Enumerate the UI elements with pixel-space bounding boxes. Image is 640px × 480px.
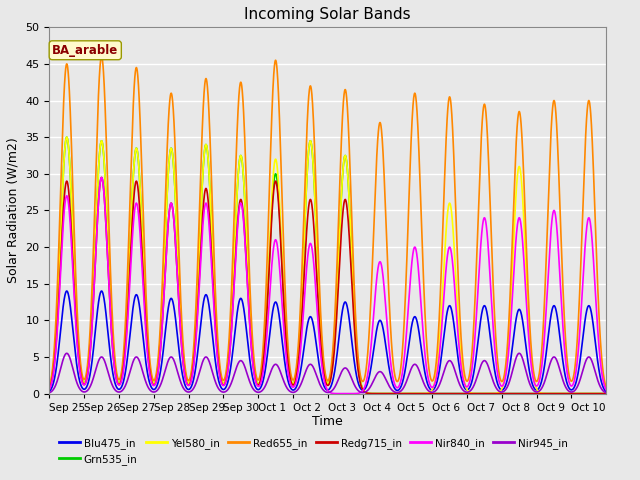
Grn535_in <box>484 391 492 396</box>
Red655_in <box>449 121 456 127</box>
Red655_in <box>596 333 604 339</box>
Nir945_in <box>449 361 456 367</box>
Title: Incoming Solar Bands: Incoming Solar Bands <box>244 7 411 22</box>
Grn535_in <box>45 385 53 391</box>
Redg715_in <box>484 391 492 396</box>
Red655_in <box>98 54 106 60</box>
Grn535_in <box>399 391 407 396</box>
Grn535_in <box>583 391 591 396</box>
Line: Nir840_in: Nir840_in <box>49 178 606 394</box>
Grn535_in <box>160 274 168 279</box>
Yel580_in <box>517 176 525 181</box>
Yel580_in <box>596 391 604 396</box>
Nir945_in <box>602 390 610 396</box>
Redg715_in <box>399 391 407 396</box>
Nir945_in <box>517 352 525 358</box>
Blu475_in <box>160 345 168 351</box>
Redg715_in <box>602 391 610 396</box>
Blu475_in <box>517 311 525 317</box>
Nir840_in <box>596 358 604 364</box>
Nir840_in <box>160 300 168 306</box>
Line: Grn535_in: Grn535_in <box>49 137 606 394</box>
Nir840_in <box>98 175 106 180</box>
Nir840_in <box>484 242 492 248</box>
Redg715_in <box>596 391 604 396</box>
Nir840_in <box>341 391 349 396</box>
Blu475_in <box>596 373 604 379</box>
Blu475_in <box>45 388 53 394</box>
Yel580_in <box>484 391 492 396</box>
Nir840_in <box>399 362 407 368</box>
Nir840_in <box>449 259 456 265</box>
Nir840_in <box>518 226 525 231</box>
Yel580_in <box>602 391 610 396</box>
Redg715_in <box>449 391 456 396</box>
Grn535_in <box>596 391 604 396</box>
Grn535_in <box>517 391 525 396</box>
Legend: Blu475_in, Grn535_in, Yel580_in, Red655_in, Redg715_in, Nir840_in, Nir945_in: Blu475_in, Grn535_in, Yel580_in, Red655_… <box>54 433 572 469</box>
Text: BA_arable: BA_arable <box>52 44 118 57</box>
Line: Yel580_in: Yel580_in <box>49 137 606 394</box>
Line: Blu475_in: Blu475_in <box>49 291 606 392</box>
Nir945_in <box>45 390 53 396</box>
Yel580_in <box>160 274 168 279</box>
Blu475_in <box>602 389 610 395</box>
Line: Red655_in: Red655_in <box>49 57 606 387</box>
Redg715_in <box>98 175 106 180</box>
Red655_in <box>484 142 492 148</box>
Yel580_in <box>399 391 407 396</box>
Red655_in <box>399 336 407 341</box>
Red655_in <box>602 384 610 390</box>
Nir945_in <box>596 384 604 389</box>
Redg715_in <box>517 391 525 396</box>
Blu475_in <box>399 377 407 383</box>
Yel580_in <box>449 217 456 223</box>
Red655_in <box>160 247 168 253</box>
Yel580_in <box>63 134 70 140</box>
Line: Redg715_in: Redg715_in <box>49 178 606 394</box>
Redg715_in <box>160 300 168 306</box>
Y-axis label: Solar Radiation (W/m2): Solar Radiation (W/m2) <box>7 138 20 283</box>
Blu475_in <box>63 288 70 294</box>
Yel580_in <box>45 385 53 391</box>
Blu475_in <box>484 315 492 321</box>
Nir945_in <box>160 373 168 379</box>
X-axis label: Time: Time <box>312 415 343 429</box>
Red655_in <box>45 384 53 390</box>
Line: Nir945_in: Nir945_in <box>49 353 606 393</box>
Grn535_in <box>449 391 456 396</box>
Redg715_in <box>45 386 53 392</box>
Nir945_in <box>484 362 492 368</box>
Grn535_in <box>63 134 70 140</box>
Red655_in <box>517 123 525 129</box>
Redg715_in <box>583 391 591 396</box>
Nir840_in <box>602 387 610 393</box>
Nir945_in <box>63 350 70 356</box>
Nir945_in <box>399 385 407 391</box>
Grn535_in <box>602 391 610 396</box>
Nir840_in <box>45 386 53 392</box>
Blu475_in <box>449 311 456 317</box>
